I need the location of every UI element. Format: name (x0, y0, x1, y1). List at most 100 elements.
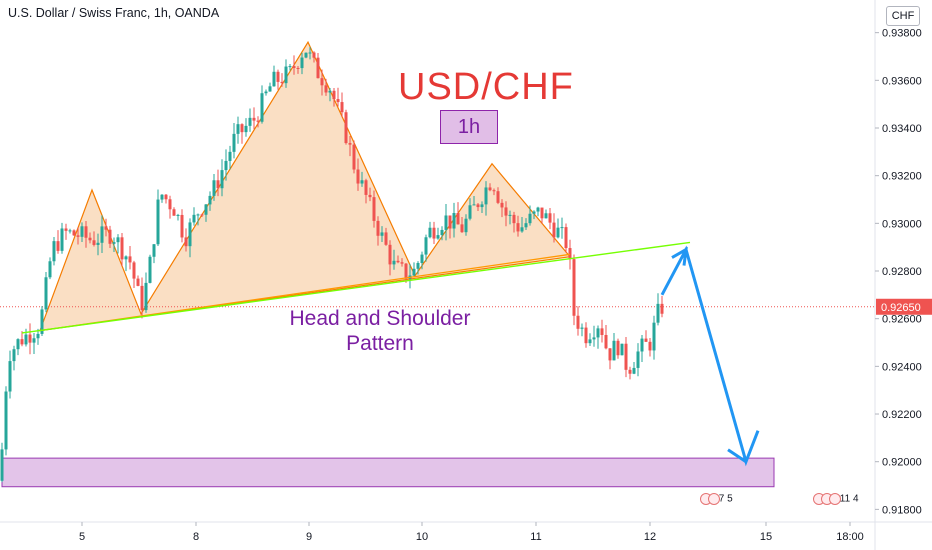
x-tick-label: 18:00 (836, 531, 864, 543)
candle-body (152, 244, 156, 257)
y-tick-label: 0.93600 (882, 75, 922, 87)
candle-body (472, 204, 476, 206)
y-tick-label: 0.92600 (882, 314, 922, 326)
candle-body (36, 333, 40, 339)
pattern-label: Head and Shoulder Pattern (270, 306, 490, 356)
x-tick-label: 9 (306, 531, 312, 543)
candle-body (276, 71, 280, 82)
candle-body (540, 207, 544, 219)
candle-body (644, 338, 648, 342)
candle-body (356, 169, 360, 184)
candle-body (320, 78, 324, 86)
candle-body (292, 66, 296, 68)
candle-body (332, 90, 336, 100)
candle-body (528, 213, 532, 224)
candle-body (488, 187, 492, 191)
candle-body (104, 226, 108, 230)
candle-body (512, 214, 516, 224)
candle-body (440, 229, 444, 236)
arrow-head-down (727, 448, 747, 463)
currency-badge[interactable]: CHF (886, 6, 920, 26)
candle-body (492, 190, 496, 192)
candle-body (436, 235, 440, 239)
candle-body (536, 207, 540, 212)
candle-body (584, 327, 588, 344)
candle-body (384, 232, 388, 245)
candle-body (160, 194, 164, 200)
candle-body (156, 199, 160, 245)
candle-body (628, 369, 632, 374)
y-tick-label: 0.93400 (882, 123, 922, 135)
candle-body (4, 391, 8, 450)
candle-body (428, 227, 432, 238)
candle-body (444, 215, 448, 230)
candle-body (608, 348, 612, 361)
candle-body (164, 194, 168, 200)
candle-body (68, 230, 72, 232)
candle-body (232, 133, 236, 152)
candle-body (476, 204, 480, 208)
symbol-title[interactable]: U.S. Dollar / Swiss Franc, 1h, OANDA (8, 6, 220, 20)
candle-body (240, 124, 244, 133)
candle-body (16, 339, 20, 350)
candle-body (296, 67, 300, 69)
event-flags-1[interactable]: 7 5 (700, 493, 733, 505)
candle-body (400, 262, 404, 264)
candle-body (516, 223, 520, 232)
candle-body (624, 343, 628, 370)
candle-body (8, 361, 12, 392)
candle-body (212, 180, 216, 196)
candle-body (20, 339, 24, 345)
candle-body (140, 285, 144, 311)
candle-body (12, 349, 16, 362)
candle-body (544, 213, 548, 219)
candle-body (480, 204, 484, 208)
candle-body (588, 339, 592, 344)
candle-body (572, 259, 576, 316)
candle-body (328, 90, 332, 93)
y-tick-label: 0.91800 (882, 504, 922, 516)
candle-body (88, 237, 92, 241)
candle-body (148, 256, 152, 283)
target-zone (1, 457, 775, 488)
candle-body (188, 222, 192, 247)
event-count-2: 11 4 (839, 493, 859, 505)
x-tick-label: 8 (193, 531, 199, 543)
forecast-arrow (660, 245, 760, 467)
candle-body (44, 277, 48, 310)
candle-body (180, 214, 184, 238)
candle-body (252, 117, 256, 121)
candle-body (464, 218, 468, 233)
candle-body (204, 204, 208, 215)
candle-body (416, 263, 420, 269)
candle-body (236, 124, 240, 134)
candle-body (80, 226, 84, 237)
candle-body (124, 256, 128, 260)
candle-body (396, 260, 400, 263)
candle-body (568, 248, 572, 260)
candle-body (376, 220, 380, 236)
candle-body (580, 327, 584, 329)
neckline (21, 241, 691, 334)
candle-body (344, 112, 348, 144)
candle-body (312, 52, 316, 58)
candle-body (360, 180, 364, 184)
candle-body (288, 66, 292, 68)
candle-body (196, 214, 200, 216)
candle-body (172, 209, 176, 216)
y-tick-label: 0.92200 (882, 409, 922, 421)
candle-body (656, 303, 660, 323)
x-tick-label: 15 (760, 531, 772, 543)
candle-body (60, 228, 64, 251)
candle-body (388, 244, 392, 265)
candle-body (220, 170, 224, 189)
candle-body (468, 205, 472, 219)
candle-body (372, 197, 376, 221)
candle-body (192, 214, 196, 223)
candle-body (28, 334, 32, 343)
y-tick-label: 0.92800 (882, 266, 922, 278)
event-flags-2[interactable]: 11 4 (813, 493, 859, 505)
candle-body (132, 262, 136, 279)
y-tick-label: 0.93800 (882, 28, 922, 40)
